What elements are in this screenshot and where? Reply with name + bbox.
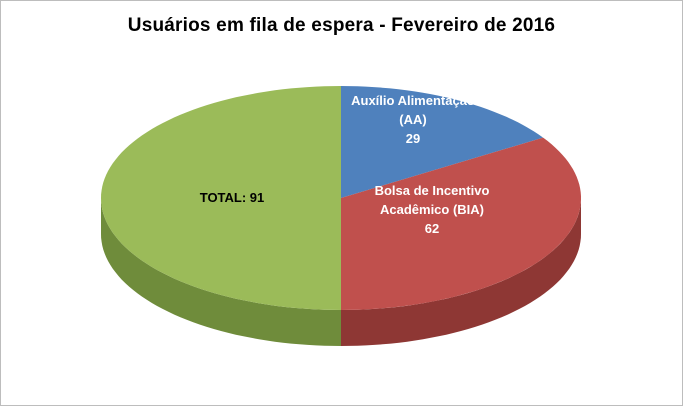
pie-slice-2 [101, 86, 341, 310]
pie-slice-label-1: Bolsa de Incentivo Acadêmico (BIA) 62 [375, 183, 490, 236]
pie-slice-0 [341, 86, 544, 198]
pie-side-2 [101, 198, 341, 346]
chart-title: Usuários em fila de espera - Fevereiro d… [127, 15, 556, 36]
pie-side-1 [341, 198, 581, 346]
pie-slice-label-0: Auxílio Alimentação (AA) 29 [351, 93, 475, 146]
pie-slice-1 [341, 137, 581, 310]
pie-slice-label-2: TOTAL: 91 [200, 190, 265, 205]
